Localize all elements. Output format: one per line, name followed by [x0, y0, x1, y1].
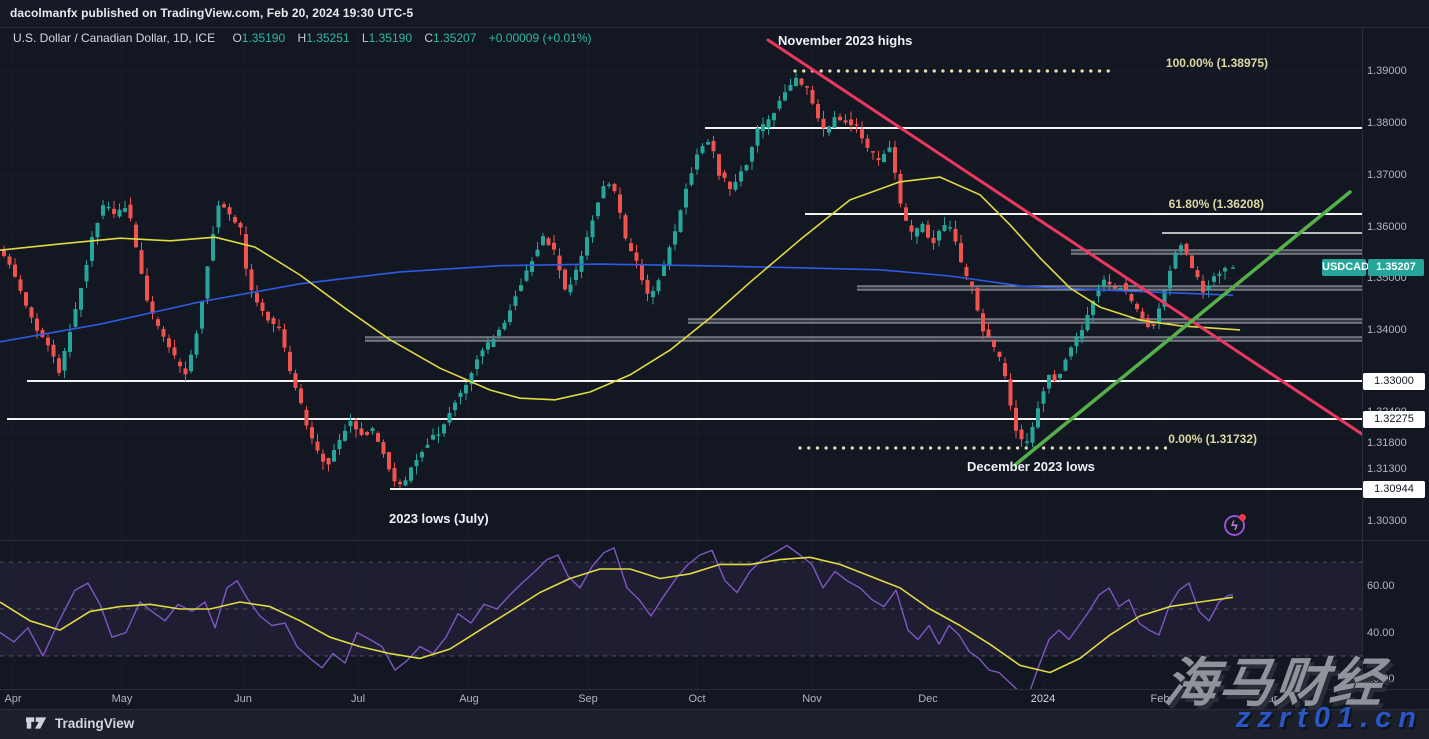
- change-value: +0.00009 (+0.01%): [488, 31, 592, 45]
- badge-symbol: USDCAD: [1322, 259, 1369, 276]
- ma-blue-line: [0, 263, 1234, 343]
- publish-title-bar: dacolmanfx published on TradingView.com,…: [0, 0, 1429, 27]
- candles-series: [2, 72, 1235, 488]
- main-pane[interactable]: [0, 38, 1374, 490]
- pane-separators: [0, 27, 1429, 710]
- tradingview-logo-icon: [26, 717, 47, 729]
- last-price-badge: USDCAD 1.35207: [1322, 259, 1424, 276]
- technicals-flash-icon[interactable]: ϟ: [1224, 514, 1246, 536]
- fib-618-label[interactable]: 61.80% (1.36208): [1168, 197, 1264, 211]
- close-value: 1.35207: [433, 31, 477, 45]
- low-value: 1.35190: [368, 31, 412, 45]
- notification-dot: [1239, 514, 1246, 521]
- annotation-november-highs[interactable]: November 2023 highs: [778, 33, 913, 48]
- badge-price: 1.35207: [1368, 259, 1424, 276]
- watermark-site: zzrt01.cn: [1235, 702, 1423, 734]
- open-label: O: [232, 31, 242, 45]
- high-label: H: [297, 31, 307, 45]
- rsi-line: [0, 544, 1233, 689]
- lightning-icon: ϟ: [1231, 518, 1238, 533]
- tradingview-text: TradingView: [55, 715, 135, 731]
- annotation-december-lows[interactable]: December 2023 lows: [967, 459, 1095, 474]
- rsi-pane[interactable]: [0, 544, 1362, 694]
- publish-info-text: dacolmanfx published on TradingView.com,…: [10, 6, 414, 20]
- symbol-title: U.S. Dollar / Canadian Dollar, 1D, ICE: [13, 31, 216, 45]
- downtrend-line: [766, 38, 1362, 436]
- symbol-legend[interactable]: U.S. Dollar / Canadian Dollar, 1D, ICE O…: [13, 31, 601, 45]
- fib-0-label[interactable]: 0.00% (1.31732): [1168, 432, 1257, 446]
- annotation-2023-lows-july[interactable]: 2023 lows (July): [389, 511, 489, 526]
- rsi-signal-line: [0, 556, 1234, 674]
- open-value: 1.35190: [241, 31, 286, 45]
- price-axis[interactable]: [1363, 28, 1429, 709]
- tradingview-attribution[interactable]: TradingView: [26, 714, 134, 732]
- grid-lines: [0, 28, 1362, 689]
- ma-yellow-line: [0, 176, 1241, 401]
- close-label: C: [424, 31, 434, 45]
- low-label: L: [361, 31, 369, 45]
- fib-100-label[interactable]: 100.00% (1.38975): [1165, 56, 1268, 70]
- uptrend-line: [1013, 190, 1352, 467]
- footer-bar: TradingView: [0, 710, 1429, 739]
- high-value: 1.35251: [306, 31, 350, 45]
